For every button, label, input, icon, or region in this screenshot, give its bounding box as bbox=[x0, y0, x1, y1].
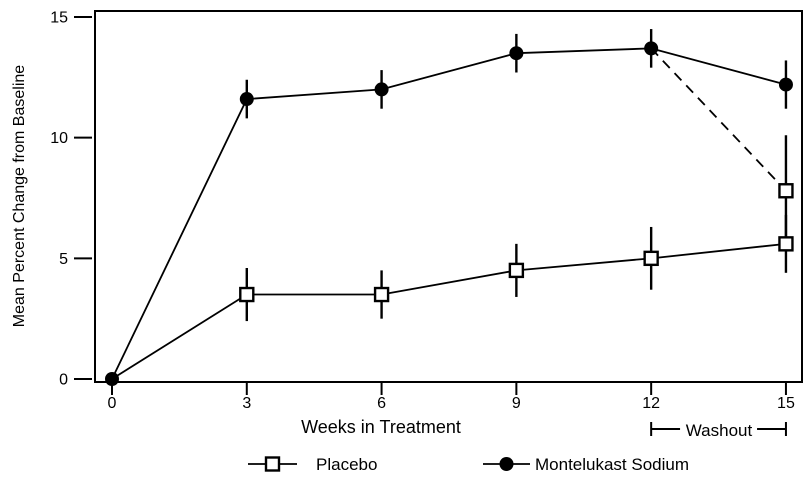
open-square-icon bbox=[264, 456, 281, 472]
y-axis: 0 5 10 15 bbox=[50, 10, 92, 389]
data-point-marker bbox=[778, 77, 793, 92]
data-point-marker bbox=[374, 82, 389, 97]
data-point-marker bbox=[509, 46, 524, 61]
washout-label: Washout bbox=[686, 421, 753, 440]
x-axis-label: Weeks in Treatment bbox=[301, 417, 461, 437]
data-point-marker bbox=[644, 41, 659, 56]
legend-item-placebo: Placebo bbox=[248, 455, 377, 474]
data-point-marker bbox=[239, 92, 254, 107]
x-tick-label: 9 bbox=[512, 395, 521, 412]
y-tick-label: 5 bbox=[59, 251, 68, 268]
x-tick-label: 12 bbox=[642, 395, 660, 412]
x-axis: 0 3 6 9 12 15 bbox=[108, 383, 795, 412]
data-point-marker bbox=[508, 262, 525, 279]
x-tick-label: 3 bbox=[242, 395, 251, 412]
data-point-marker bbox=[373, 286, 390, 303]
y-axis-label: Mean Percent Change from Baseline bbox=[11, 65, 28, 327]
y-tick-label: 0 bbox=[59, 372, 68, 389]
legend-label-placebo: Placebo bbox=[316, 455, 377, 474]
series-lines bbox=[111, 47, 787, 380]
series-line bbox=[650, 47, 787, 192]
x-tick-label: 6 bbox=[377, 395, 386, 412]
series-line bbox=[111, 47, 787, 380]
legend-label-montelukast: Montelukast Sodium bbox=[535, 455, 689, 474]
data-markers bbox=[105, 41, 794, 386]
data-point-marker bbox=[778, 183, 794, 199]
y-tick-label: 15 bbox=[50, 10, 68, 27]
data-point-marker bbox=[778, 236, 794, 252]
washout-annotation: Washout bbox=[650, 421, 787, 440]
data-point-marker bbox=[105, 372, 119, 386]
plot-frame bbox=[94, 10, 803, 383]
y-tick-label: 10 bbox=[50, 130, 68, 147]
data-point-marker bbox=[643, 250, 659, 267]
plot-area: 0 5 10 15 0 3 6 9 12 15 bbox=[50, 10, 803, 412]
data-point-marker bbox=[239, 286, 255, 303]
legend: Placebo Montelukast Sodium bbox=[248, 455, 689, 474]
legend-item-montelukast: Montelukast Sodium bbox=[483, 455, 689, 474]
series-line bbox=[111, 242, 787, 380]
filled-circle-icon bbox=[499, 457, 514, 471]
x-tick-label: 0 bbox=[108, 395, 117, 412]
x-tick-label: 15 bbox=[777, 395, 795, 412]
